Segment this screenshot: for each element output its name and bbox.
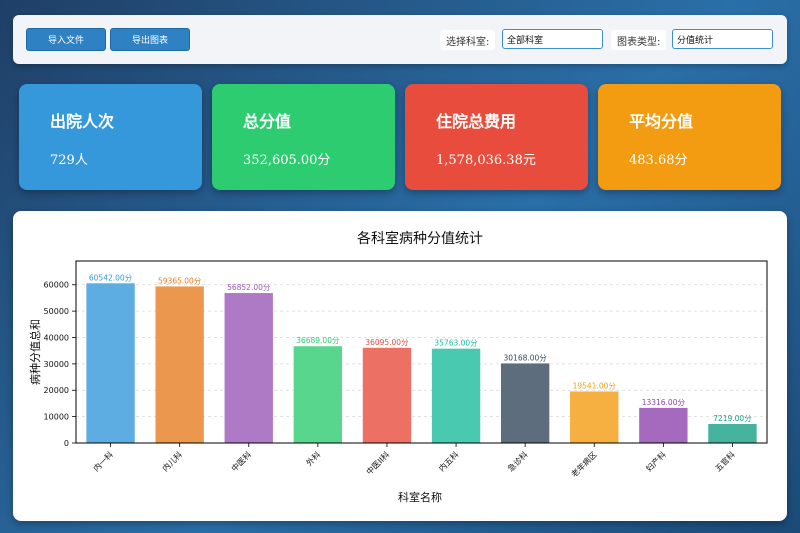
card-value: 483.68分 [629, 153, 688, 168]
bar [570, 391, 619, 443]
card-value: 1,578,036.38元 [436, 153, 536, 168]
card-title: 总分值 [243, 112, 292, 131]
department-label: 选择科室: [440, 30, 496, 50]
x-tick-label: 外科 [304, 449, 322, 467]
bar [500, 363, 550, 443]
bar [708, 423, 757, 443]
card-total-cost: 住院总费用 1,578,036.38元 [405, 84, 588, 190]
bar [362, 347, 412, 443]
x-axis-label: 科室名称 [398, 490, 442, 504]
x-tick-label: 五官科 [713, 449, 737, 473]
plot-frame [75, 260, 768, 444]
x-tick-label: 内五科 [436, 449, 460, 473]
chart-title: 各科室病种分值统计 [357, 230, 483, 247]
y-tick-label: 10000 [44, 413, 69, 422]
card-value: 729人 [50, 153, 88, 168]
x-tick-label: 中医科 [229, 449, 253, 473]
import-file-button[interactable]: 导入文件 [26, 28, 106, 51]
card-discharge-count: 出院人次 729人 [19, 84, 202, 190]
bar [155, 286, 204, 443]
bar-value-label: 59365.00分 [158, 276, 202, 285]
bar-value-label: 7219.00分 [713, 414, 752, 423]
chart-panel: 各科室病种分值统计 科室名称 病种分值总和 60542.00分 59365.00分… [13, 211, 787, 521]
export-chart-button[interactable]: 导出图表 [110, 28, 190, 51]
card-value: 352,605.00分 [243, 153, 331, 168]
y-axis-label: 病种分值总和 [28, 319, 42, 385]
toolbar: 导入文件 导出图表 选择科室: 全部科室 图表类型: 分值统计 [13, 15, 787, 64]
y-tick-label: 50000 [44, 307, 69, 316]
bar-value-label: 35763.00分 [434, 339, 478, 348]
x-tick-label: 内一科 [91, 449, 115, 473]
bar-chart: 各科室病种分值统计 科室名称 病种分值总和 60542.00分 59365.00分… [28, 230, 768, 504]
card-title: 住院总费用 [436, 112, 517, 131]
bar-value-label: 56852.00分 [227, 283, 271, 292]
chart-type-select[interactable]: 分值统计 [672, 29, 773, 49]
card-title: 出院人次 [50, 112, 115, 131]
bar-value-label: 60542.00分 [89, 273, 133, 282]
y-tick-label: 20000 [44, 386, 69, 395]
bar-value-label: 19541.00分 [573, 381, 617, 390]
bar-value-label: 30168.00分 [504, 353, 548, 362]
bar [431, 348, 481, 443]
bar [293, 346, 343, 443]
chart-type-label: 图表类型: [611, 30, 667, 50]
y-tick-label: 0 [64, 439, 69, 448]
x-tick-label: 妇产科 [644, 449, 668, 473]
bar [639, 407, 688, 443]
y-tick-label: 40000 [44, 333, 69, 342]
y-tick-label: 60000 [44, 281, 69, 290]
card-total-score: 总分值 352,605.00分 [212, 84, 395, 190]
department-select[interactable]: 全部科室 [502, 29, 603, 49]
card-average-score: 平均分值 483.68分 [598, 84, 781, 190]
bar-value-label: 36689.00分 [296, 336, 340, 345]
x-tick-label: 急诊科 [506, 449, 530, 473]
y-tick-label: 30000 [44, 360, 69, 369]
x-tick-label: 中医II科 [364, 449, 391, 476]
x-tick-label: 内儿科 [160, 449, 184, 473]
card-title: 平均分值 [629, 112, 694, 131]
x-tick-label: 老年病区 [569, 449, 599, 479]
bar [86, 283, 135, 443]
bar-value-label: 13316.00分 [642, 398, 686, 407]
bar [224, 293, 273, 443]
bar-value-label: 36095.00分 [365, 338, 409, 347]
